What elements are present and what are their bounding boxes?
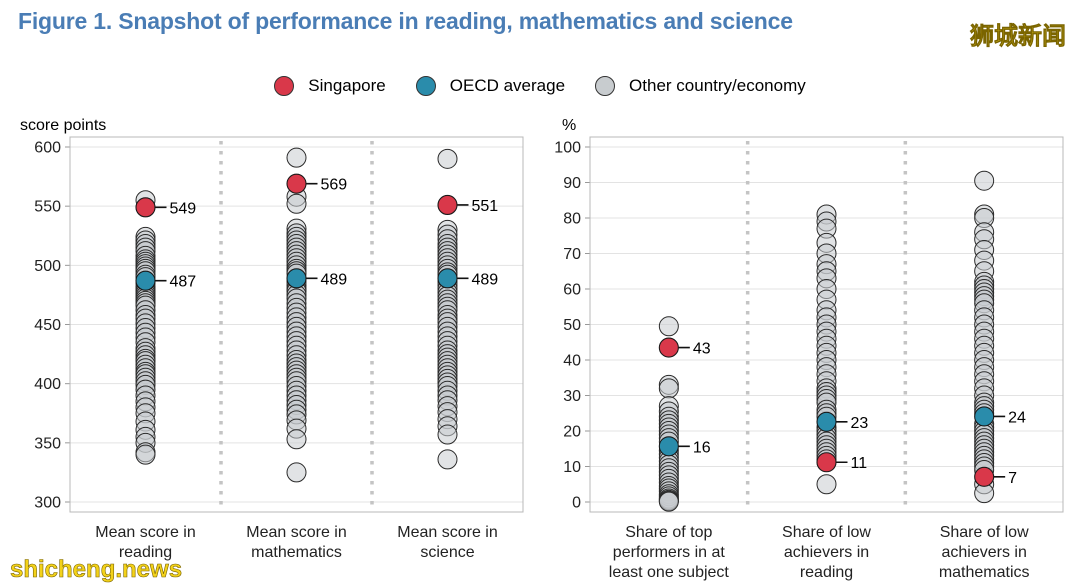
shares-cat3-point-oecd [974, 406, 995, 427]
shares-cat2-label-oecd: 23 [851, 415, 869, 432]
scores-y-tick-label: 550 [34, 199, 61, 216]
figure-title: Figure 1. Snapshot of performance in rea… [18, 8, 793, 34]
scores-cat1-category-label: Mean score in reading [95, 524, 196, 561]
scores-cat1-label-oecd: 487 [170, 274, 197, 291]
shares-y-tick-label: 40 [563, 353, 581, 370]
scores-cat1-point-other [135, 444, 156, 465]
shares-y-tick-label: 10 [563, 459, 581, 476]
shares-y-tick-label: 60 [563, 282, 581, 299]
shares-cat1-point-other [658, 378, 679, 399]
shares-cat1-point-other [658, 491, 679, 512]
scores-cat1-point-oecd [135, 270, 156, 291]
scores-cat3-category-label: Mean score in science [397, 524, 498, 561]
scores-cat3-label-oecd: 489 [472, 271, 499, 288]
scores-cat2-label-oecd: 489 [321, 271, 348, 288]
shares-cat1-category-label: Share of top performers in at least one su… [609, 524, 730, 581]
legend-label-singapore: Singapore [308, 76, 386, 95]
shares-cat1-label-singapore: 43 [693, 341, 711, 358]
shares-y-tick-label: 100 [554, 140, 581, 157]
scores-plot-frame [69, 136, 524, 513]
scores-y-tick-label: 500 [34, 258, 61, 275]
shares-cat3-point-other [974, 170, 995, 191]
legend-label-oecd: OECD average [449, 76, 566, 95]
shares-cat2-point-other [816, 474, 837, 495]
shares-y-tick-label: 80 [563, 211, 581, 228]
shares-y-unit-label: % [562, 117, 576, 134]
shares-cat1-point-other [658, 316, 679, 337]
scores-y-unit-label: score points [20, 117, 106, 134]
watermark-bottom: shicheng.news [10, 556, 183, 584]
shares-plot-frame [589, 136, 1064, 513]
shares-cat1-point-oecd [658, 436, 679, 457]
shares-y-tick-label: 30 [563, 388, 581, 405]
scores-cat3-point-other [437, 148, 458, 169]
shares-cat1-label-oecd: 16 [693, 439, 711, 456]
scores-cat2-point-other [286, 462, 307, 483]
legend-dot-other [595, 76, 616, 96]
legend-label-other: Other country/economy [629, 76, 806, 95]
legend-item-oecd: OECD average [415, 76, 566, 96]
scores-cat3-point-singapore [437, 194, 458, 216]
shares-cat2-category-label: Share of low achievers in reading [782, 524, 871, 581]
shares-y-tick-label: 70 [563, 246, 581, 263]
scores-y-tick-label: 350 [34, 435, 61, 452]
legend-item-other: Other country/economy [595, 76, 806, 96]
scores-y-tick-label: 600 [34, 140, 61, 157]
scores-cat2-point-other [286, 147, 307, 168]
legend: Singapore OECD average Other country/eco… [0, 76, 1080, 96]
shares-cat3-point-singapore [974, 466, 995, 487]
scores-cat3-point-other [437, 449, 458, 470]
scores-cat3-label-singapore: 551 [472, 198, 499, 215]
legend-dot-oecd [415, 76, 436, 96]
shares-cat2-point-oecd [816, 411, 837, 432]
legend-item-singapore: Singapore [274, 76, 386, 96]
shares-cat3-label-singapore: 7 [1008, 470, 1017, 487]
shares-y-tick-label: 90 [563, 175, 581, 192]
scores-cat3-point-other [437, 424, 458, 445]
scores-cat1-point-singapore [135, 197, 156, 218]
scores-cat1-label-singapore: 549 [170, 200, 197, 217]
scores-y-tick-label: 450 [34, 317, 61, 334]
scores-y-tick-label: 300 [34, 495, 61, 512]
legend-dot-singapore [274, 76, 295, 96]
scores-y-tick-label: 400 [34, 376, 61, 393]
scores-cat2-point-oecd [286, 268, 307, 289]
shares-y-tick-label: 50 [563, 317, 581, 334]
shares-y-tick-label: 20 [563, 424, 581, 441]
scores-cat2-point-other [286, 193, 307, 214]
scores-cat2-category-label: Mean score in mathematics [246, 524, 347, 561]
shares-cat2-label-singapore: 11 [851, 455, 868, 472]
shares-cat2-point-singapore [816, 452, 837, 473]
shares-cat1-point-singapore [658, 337, 679, 358]
watermark-top: 狮城新闻 [970, 22, 1067, 51]
shares-cat3-label-oecd: 24 [1008, 409, 1026, 426]
scores-cat2-point-singapore [286, 173, 307, 194]
shares-cat3-category-label: Share of low achievers in mathematics [939, 524, 1030, 581]
scores-cat3-point-oecd [437, 268, 458, 289]
scores-cat2-point-other [286, 429, 307, 450]
scores-cat2-label-singapore: 569 [321, 177, 348, 194]
shares-y-tick-label: 0 [572, 495, 581, 512]
